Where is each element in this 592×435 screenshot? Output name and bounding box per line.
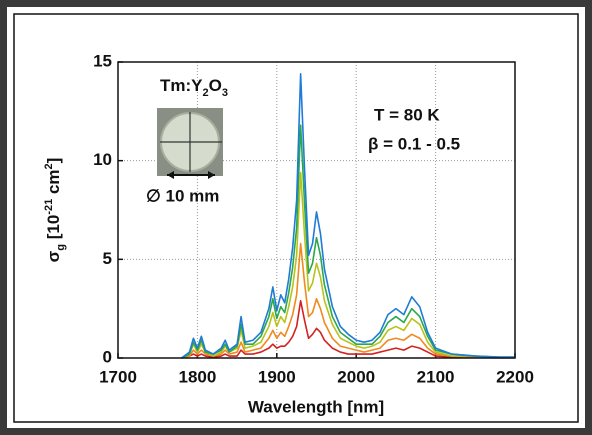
annotation: T = 80 K <box>374 105 440 124</box>
x-tick-label: 1900 <box>258 367 296 386</box>
series-line <box>181 124 515 359</box>
y-tick-label: 15 <box>93 51 112 70</box>
y-label-part: [10 <box>44 215 63 244</box>
x-tick-label: 1800 <box>178 367 216 386</box>
inset-label: Tm:Y2O3 <box>160 76 228 98</box>
x-axis-label: Wavelength [nm] <box>248 397 384 416</box>
inner-frame <box>13 13 579 423</box>
y-label-part: cm <box>44 169 63 198</box>
x-tick-label: 1700 <box>99 367 137 386</box>
inset-scale: ∅ 10 mm <box>146 186 219 205</box>
inset-label-part: O <box>209 76 222 95</box>
inset-label-part: 3 <box>222 87 228 99</box>
y-label-part: ] <box>44 158 63 164</box>
series-line <box>181 299 515 359</box>
inset-label-part: 2 <box>203 87 209 99</box>
y-label-part: 2 <box>43 163 55 169</box>
annotation: β = 0.1 - 0.5 <box>368 134 460 153</box>
series-line <box>181 73 515 359</box>
y-label-part: g <box>55 244 67 251</box>
y-label-part: -21 <box>43 199 55 215</box>
series-line <box>181 242 515 359</box>
series-line <box>181 171 515 359</box>
x-tick-label: 2200 <box>496 367 534 386</box>
y-tick-label: 10 <box>93 150 112 169</box>
plot-area: 0 5 10 15 1700 1800 1900 2000 2100 2200 <box>93 51 534 386</box>
axes-frame <box>117 61 516 359</box>
y-axis-label: σg [10-21 cm2] <box>43 158 67 263</box>
x-tick-label: 2000 <box>337 367 375 386</box>
y-label-part: σ <box>44 250 63 262</box>
y-tick-label: 5 <box>103 249 112 268</box>
x-tick-label: 2100 <box>417 367 455 386</box>
y-tick-label: 0 <box>103 347 112 366</box>
inset-label-part: Tm:Y <box>160 76 203 95</box>
